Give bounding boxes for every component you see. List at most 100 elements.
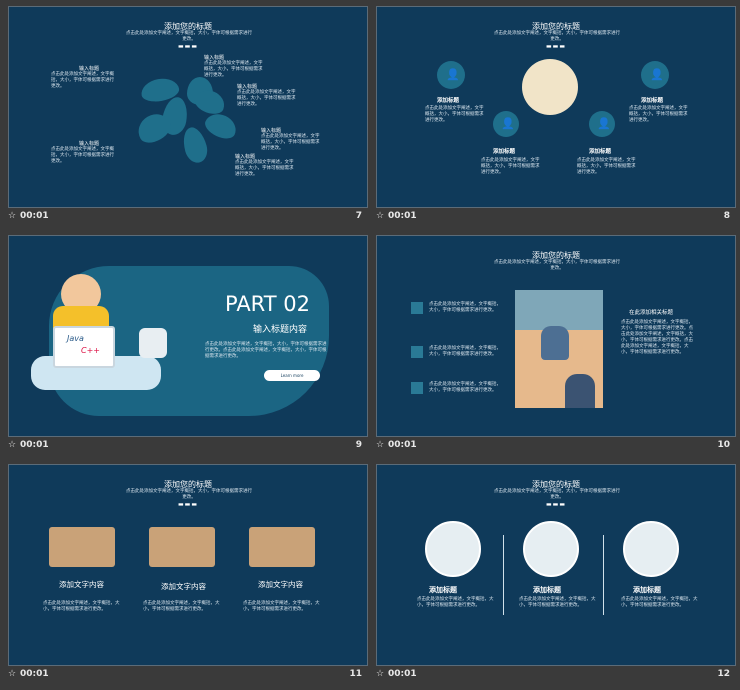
- star-icon[interactable]: ☆: [376, 669, 385, 679]
- slide-time: 00:01: [20, 669, 49, 679]
- learn-more-button[interactable]: Learn more: [264, 370, 320, 381]
- bullet-square: [411, 346, 423, 358]
- slide-thumbnail-8[interactable]: 添加您的标题 点击此处添加文字阐述，文字概括，大小，字体可根据需求进行更改。 ▬…: [376, 6, 736, 232]
- slide-title: 添加您的标题: [532, 251, 580, 260]
- slide-number: 10: [717, 440, 730, 450]
- person-circle: 👤: [493, 111, 519, 137]
- person-circle: 👤: [589, 111, 615, 137]
- slide-thumbnail-11[interactable]: 添加您的标题 点击此处添加文字阐述，文字概括，大小，字体可根据需求进行更改。 ▬…: [8, 464, 368, 690]
- girl-desk-illustration: [49, 527, 115, 567]
- item-label: 输入标题: [79, 66, 100, 72]
- title-dots: ▬▬▬: [177, 43, 198, 50]
- slide-subtitle: 点击此处添加文字阐述，文字概括，大小，字体可根据需求进行更改。: [494, 31, 620, 42]
- slide-time: 00:01: [388, 669, 417, 679]
- slide-7-canvas: 添加您的标题 点击此处添加文字阐述，文字概括，大小，字体可根据需求进行更改。 ▬…: [8, 6, 368, 208]
- item-label: 输入标题: [235, 154, 256, 160]
- person-circle: 👤: [437, 61, 465, 89]
- title-dots: ▬▬▬: [177, 501, 198, 508]
- slide-thumbnail-9[interactable]: Java C++ PART 02 输入标题内容 点击此处添加文字阐述，文字概括，…: [8, 235, 368, 461]
- item-desc: 点击此处添加文字阐述，文字概括，大小，字体可根据需求进行更改。: [51, 72, 114, 89]
- section-desc: 点击此处添加文字阐述，文字概括，大小，字体可根据需求进行更改。点击此处添加文字阐…: [205, 342, 327, 359]
- slide-11-canvas: 添加您的标题 点击此处添加文字阐述，文字概括，大小，字体可根据需求进行更改。 ▬…: [8, 464, 368, 666]
- item-desc: 点击此处添加文字阐述，文字概括，大小，字体可根据需求进行更改。: [204, 61, 263, 78]
- person-icon: 👤: [650, 68, 664, 81]
- robot-illustration: [139, 328, 167, 358]
- slide-number: 12: [717, 669, 730, 679]
- slide-subtitle: 点击此处添加文字阐述，文字概括，大小，字体可根据需求进行更改。: [494, 489, 620, 500]
- item-label: 输入标题: [204, 55, 225, 61]
- item-desc: 点击此处添加文字阐述，文字概括，大小，字体可根据需求进行更改。: [429, 302, 501, 313]
- item-desc: 点击此处添加文字阐述，文字概括，大小，字体可根据需求进行更改。: [519, 597, 596, 608]
- item-label: 添加文字内容: [258, 580, 303, 589]
- item-desc: 点击此处添加文字阐述，文字概括，大小，字体可根据需求进行更改。: [429, 346, 501, 357]
- slide-meta: ☆ 00:01 9: [8, 439, 366, 455]
- laptop: Java C++: [53, 326, 115, 368]
- item-label: 添加标题: [589, 149, 612, 155]
- slide-thumbnail-12[interactable]: 添加您的标题 点击此处添加文字阐述，文字概括，大小，字体可根据需求进行更改。 ▬…: [376, 464, 736, 690]
- photo-circle: [425, 521, 481, 577]
- slide-time: 00:01: [20, 211, 49, 221]
- slide-thumbnail-7[interactable]: 添加您的标题 点击此处添加文字阐述，文字概括，大小，字体可根据需求进行更改。 ▬…: [8, 6, 368, 232]
- slide-subtitle: 点击此处添加文字阐述，文字概括，大小，字体可根据需求进行更改。: [126, 31, 252, 42]
- slide-meta: ☆ 00:01 11: [8, 668, 366, 684]
- title-dots: ▬▬▬: [545, 501, 566, 508]
- item-label: 添加标题: [493, 149, 516, 155]
- student-figure: [541, 326, 569, 360]
- item-desc: 点击此处添加文字阐述，文字概括，大小，字体可根据需求进行更改。: [417, 597, 494, 608]
- star-icon[interactable]: ☆: [376, 440, 385, 450]
- item-desc: 点击此处添加文字阐述，文字概括，大小，字体可根据需求进行更改。: [237, 90, 296, 107]
- item-label: 输入标题: [261, 128, 282, 134]
- slide-meta: ☆ 00:01 12: [376, 668, 734, 684]
- item-desc: 点击此处添加文字阐述，文字概括，大小，字体可根据需求进行更改。: [235, 160, 294, 177]
- section-heading: 输入标题内容: [253, 325, 308, 335]
- item-desc: 点击此处添加文字阐述，文字概括，大小，字体可根据需求进行更改。: [629, 106, 688, 123]
- classroom-illustration: [515, 290, 603, 408]
- slide-10-canvas: 添加您的标题 点击此处添加文字阐述，文字概括，大小，字体可根据需求进行更改。 点…: [376, 235, 736, 437]
- item-label: 添加标题: [633, 586, 661, 594]
- slide-subtitle: 点击此处添加文字阐述，文字概括，大小，字体可根据需求进行更改。: [494, 260, 620, 271]
- item-desc: 点击此处添加文字阐述，文字概括，大小，字体可根据需求进行更改。: [243, 601, 320, 612]
- slide-time: 00:01: [388, 211, 417, 221]
- slide-meta: ☆ 00:01 7: [8, 210, 366, 226]
- item-label: 添加文字内容: [161, 582, 206, 591]
- person-icon: 👤: [446, 68, 460, 81]
- star-icon[interactable]: ☆: [8, 440, 17, 450]
- item-desc: 点击此处添加文字阐述，文字概括，大小，字体可根据需求进行更改。: [51, 147, 114, 164]
- slide-thumbnail-10[interactable]: 添加您的标题 点击此处添加文字阐述，文字概括，大小，字体可根据需求进行更改。 点…: [376, 235, 736, 461]
- java-text: Java: [67, 334, 84, 343]
- item-desc: 点击此处添加文字阐述，文字概括，大小，字体可根据需求进行更改。: [429, 382, 501, 393]
- desk-row: [515, 290, 603, 330]
- item-label: 添加标题: [437, 98, 460, 104]
- slide-8-canvas: 添加您的标题 点击此处添加文字阐述，文字概括，大小，字体可根据需求进行更改。 ▬…: [376, 6, 736, 208]
- item-label: 输入标题: [237, 84, 258, 90]
- slide-title: 添加您的标题: [532, 480, 580, 489]
- item-desc: 点击此处添加文字阐述，文字概括，大小，字体可根据需求进行更改。: [43, 601, 120, 612]
- item-desc: 点击此处添加文字阐述，文字概括，大小，字体可根据需求进行更改。: [577, 158, 636, 175]
- slide-number: 9: [355, 440, 362, 450]
- person-icon: 👤: [597, 117, 611, 130]
- slide-number: 11: [349, 669, 362, 679]
- slide-meta: ☆ 00:01 10: [376, 439, 734, 455]
- item-label: 添加标题: [533, 586, 561, 594]
- person-icon: 👤: [501, 117, 515, 130]
- slide-time: 00:01: [20, 440, 49, 450]
- item-label: 添加文字内容: [59, 580, 104, 589]
- center-illustration: [522, 59, 578, 115]
- title-dots: ▬▬▬: [545, 43, 566, 50]
- part-number: PART 02: [225, 292, 310, 316]
- petal-shape: [201, 109, 241, 143]
- slide-number: 8: [723, 211, 730, 221]
- item-label: 添加标题: [641, 98, 664, 104]
- star-icon[interactable]: ☆: [8, 669, 17, 679]
- slide-12-canvas: 添加您的标题 点击此处添加文字阐述，文字概括，大小，字体可根据需求进行更改。 ▬…: [376, 464, 736, 666]
- divider: [603, 535, 604, 615]
- item-desc: 点击此处添加文字阐述，文字概括，大小，字体可根据需求进行更改。: [621, 597, 698, 608]
- person-circle: 👤: [641, 61, 669, 89]
- star-icon[interactable]: ☆: [8, 211, 17, 221]
- item-desc: 点击此处添加文字阐述，文字概括，大小，字体可根据需求进行更改。: [261, 134, 320, 151]
- item-desc: 点击此处添加文字阐述，文字概括，大小，字体可根据需求进行更改。: [481, 158, 540, 175]
- star-icon[interactable]: ☆: [376, 211, 385, 221]
- slide-title: 添加您的标题: [164, 22, 212, 31]
- bullet-square: [411, 302, 423, 314]
- item-desc: 点击此处添加文字阐述，文字概括，大小，字体可根据需求进行更改。: [143, 601, 220, 612]
